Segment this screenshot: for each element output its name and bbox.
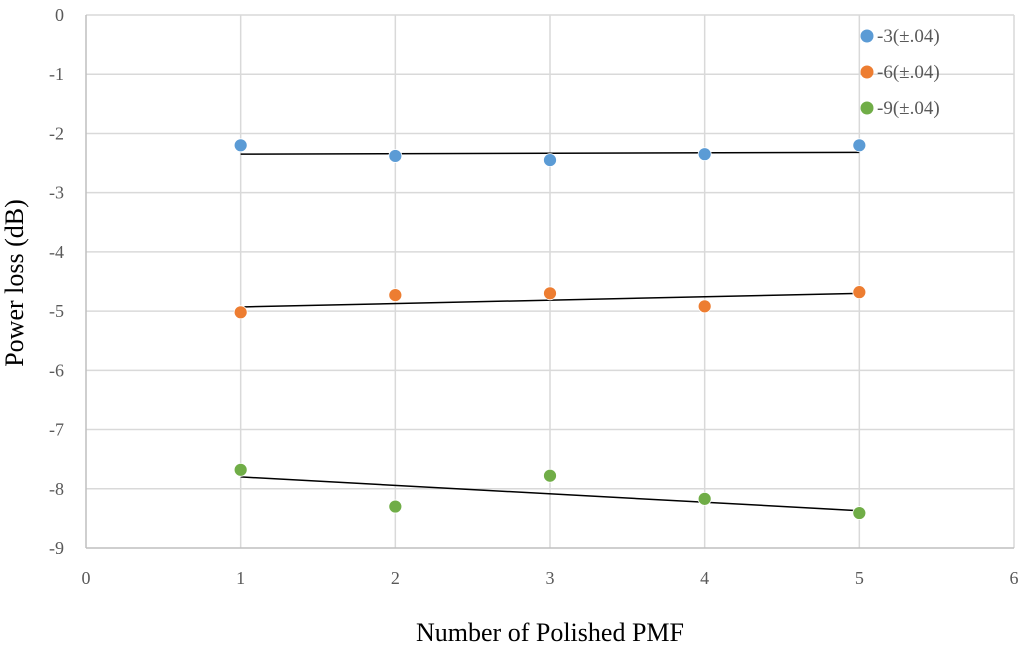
y-tick-label: -2 <box>49 123 64 143</box>
data-point <box>233 305 248 320</box>
data-point <box>388 499 403 514</box>
trendline <box>240 476 860 512</box>
x-tick-label: 2 <box>391 568 400 588</box>
x-tick-labels: 0 1 2 3 4 5 6 <box>82 568 1019 588</box>
data-point <box>388 288 403 303</box>
data-point <box>233 138 248 153</box>
x-axis-title: Number of Polished PMF <box>416 618 684 647</box>
data-points <box>233 138 867 520</box>
y-tick-label: -6 <box>49 360 64 380</box>
data-point <box>543 468 557 483</box>
data-point <box>233 462 248 477</box>
legend-label: -3(±.04) <box>877 26 940 47</box>
legend: -3(±.04) -6(±.04) -9(±.04) <box>860 26 940 119</box>
legend-marker <box>860 101 874 115</box>
x-tick-label: 5 <box>855 568 864 588</box>
legend-label: -9(±.04) <box>877 98 940 119</box>
x-tick-label: 3 <box>546 568 555 588</box>
legend-marker <box>860 65 874 79</box>
data-point <box>388 149 403 163</box>
data-point <box>852 285 867 300</box>
data-point <box>543 286 557 301</box>
legend-marker <box>860 29 874 43</box>
y-tick-labels: 0 -1 -2 -3 -4 -5 -6 -7 -8 -9 <box>49 5 64 558</box>
x-tick-label: 4 <box>700 568 709 588</box>
data-point <box>543 153 557 167</box>
y-tick-label: -8 <box>49 479 64 499</box>
data-point <box>697 147 712 162</box>
x-tick-label: 0 <box>82 568 91 588</box>
axes <box>85 15 1014 549</box>
y-tick-label: -5 <box>49 301 64 321</box>
x-tick-label: 6 <box>1010 568 1019 588</box>
y-tick-label: -7 <box>49 420 64 440</box>
legend-label: -6(±.04) <box>877 62 940 83</box>
y-tick-label: -1 <box>49 64 64 84</box>
x-tick-label: 1 <box>236 568 245 588</box>
data-point <box>697 299 712 314</box>
y-tick-label: -3 <box>49 183 64 203</box>
y-tick-label: -9 <box>49 538 64 558</box>
y-tick-label: -4 <box>49 242 64 262</box>
data-point <box>852 506 867 520</box>
y-axis-title: Power loss (dB) <box>0 199 29 367</box>
y-tick-label: 0 <box>55 5 64 25</box>
gridlines <box>86 14 1015 548</box>
data-point <box>852 138 867 153</box>
data-point <box>697 491 712 506</box>
